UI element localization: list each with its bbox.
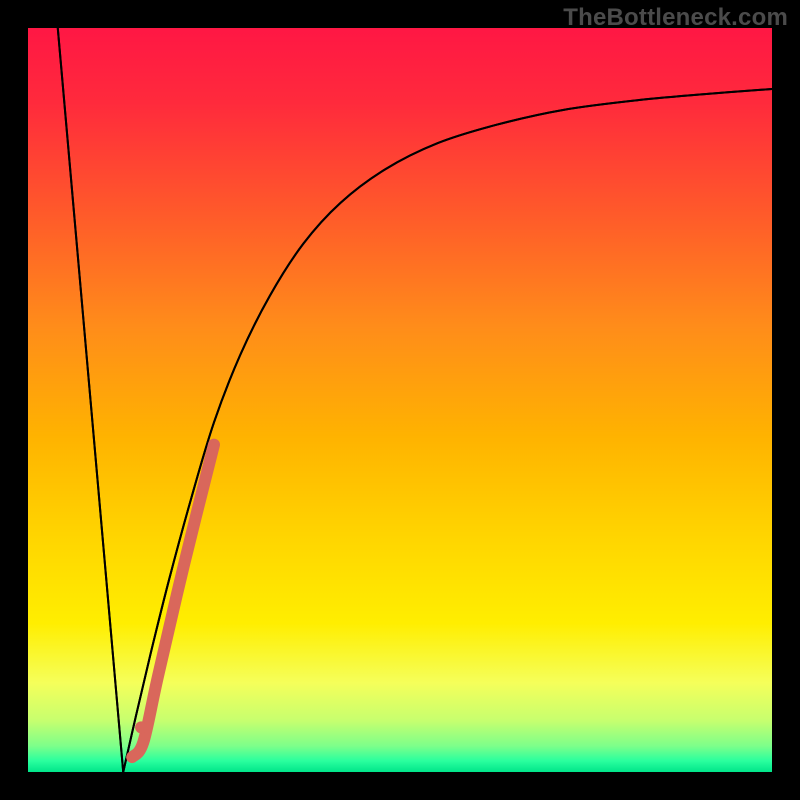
highlight-dot bbox=[135, 721, 147, 733]
bottleneck-chart bbox=[0, 0, 800, 800]
watermark-text: TheBottleneck.com bbox=[563, 4, 788, 32]
chart-stage: TheBottleneck.com bbox=[0, 0, 800, 800]
heat-gradient bbox=[28, 28, 772, 772]
